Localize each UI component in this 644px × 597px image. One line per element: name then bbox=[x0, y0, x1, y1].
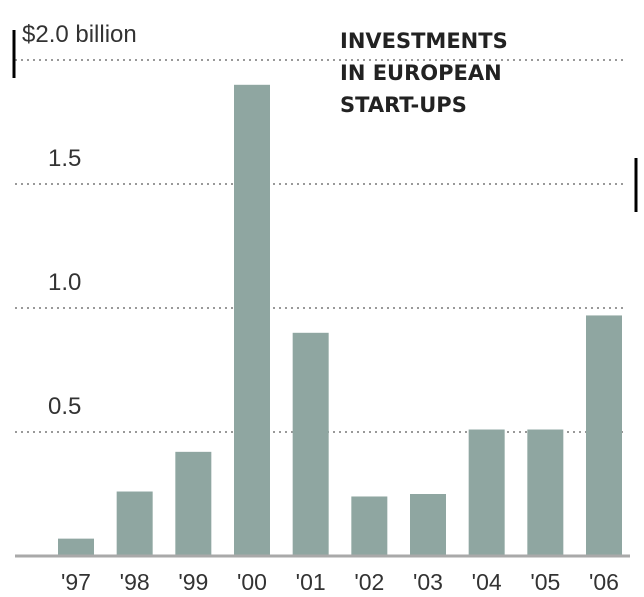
bar-03 bbox=[410, 494, 446, 556]
x-tick-label: '05 bbox=[530, 569, 560, 595]
bar-01 bbox=[292, 332, 329, 556]
title-line-2: IN EUROPEAN bbox=[340, 61, 502, 85]
x-tick-label: '03 bbox=[413, 569, 443, 595]
x-tick-label: '02 bbox=[354, 569, 384, 595]
bar-00 bbox=[234, 84, 270, 557]
bar-05 bbox=[527, 429, 564, 556]
bar-02 bbox=[351, 496, 388, 556]
bar-06 bbox=[586, 315, 622, 556]
bar-98 bbox=[116, 491, 153, 556]
y-tick-label: $2.0 billion bbox=[22, 21, 137, 48]
title-line-3: START-UPS bbox=[340, 93, 467, 117]
bar-04 bbox=[468, 429, 505, 556]
x-tick-labels: '97 '98 '99 '00 '01 '02 '03 '04 '05 '06 bbox=[61, 569, 619, 595]
y-tick-label: 1.5 bbox=[48, 145, 81, 172]
y-tick-label: 0.5 bbox=[48, 393, 81, 420]
x-tick-label: '00 bbox=[237, 569, 267, 595]
x-tick-label: '04 bbox=[472, 569, 502, 595]
bars bbox=[58, 84, 622, 557]
chart-title: INVESTMENTS IN EUROPEAN START-UPS bbox=[340, 29, 508, 117]
x-tick-label: '06 bbox=[589, 569, 619, 595]
x-tick-label: '97 bbox=[61, 569, 91, 595]
x-tick-label: '98 bbox=[120, 569, 150, 595]
y-tick-labels: $2.0 billion 1.5 1.0 0.5 bbox=[22, 21, 137, 420]
x-tick-label: '99 bbox=[178, 569, 208, 595]
bar-99 bbox=[175, 451, 212, 556]
bar-97 bbox=[58, 538, 94, 556]
x-tick-label: '01 bbox=[296, 569, 326, 595]
y-tick-label: 1.0 bbox=[48, 269, 81, 296]
title-line-1: INVESTMENTS bbox=[340, 29, 508, 53]
